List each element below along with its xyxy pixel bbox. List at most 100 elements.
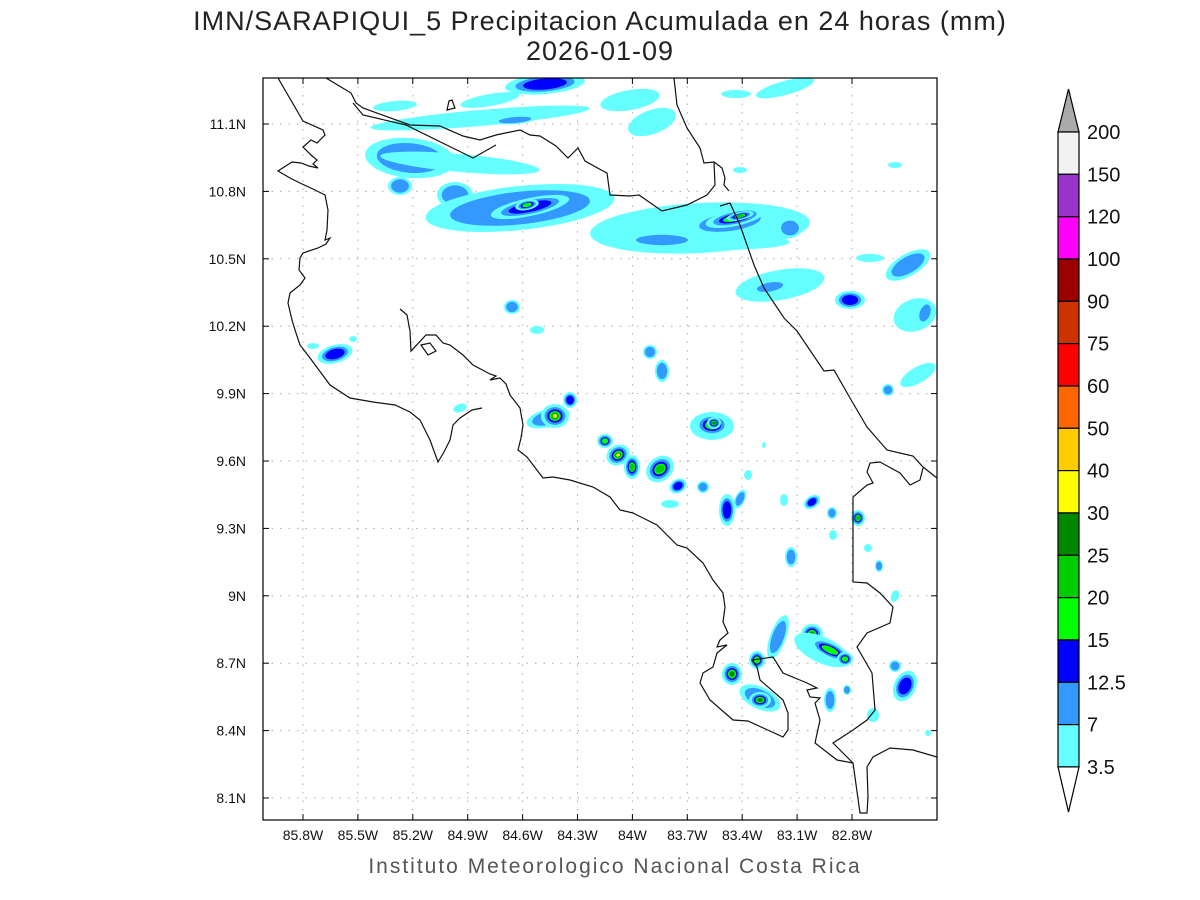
- precip-contour: [729, 671, 735, 677]
- precip-contour: [600, 88, 660, 112]
- precip-contour: [891, 253, 925, 277]
- lat-label: 10.8N: [209, 183, 246, 199]
- precip-contour: [655, 465, 665, 473]
- precip-contour: [828, 508, 836, 518]
- border-line: [352, 102, 497, 159]
- colorbar-label: 30: [1087, 503, 1109, 525]
- precip-contour: [841, 656, 849, 662]
- precip-contour: [325, 348, 345, 360]
- precip-contour: [898, 677, 912, 695]
- precip-contour: [380, 151, 540, 175]
- precip-contour: [821, 645, 839, 655]
- colorbar-label: 20: [1087, 588, 1109, 610]
- precip-contour: [616, 453, 620, 457]
- precip-contour: [735, 492, 745, 506]
- precip-contour: [553, 414, 557, 418]
- lon-label: 85.5W: [338, 827, 379, 843]
- lat-label: 10.2N: [209, 318, 246, 334]
- lat-label: 8.1N: [216, 790, 246, 806]
- precip-contour: [825, 691, 835, 709]
- precip-contour: [733, 167, 747, 173]
- precip-contour: [883, 385, 893, 395]
- colorbar-label: 25: [1087, 545, 1109, 567]
- lon-label: 84.6W: [502, 827, 543, 843]
- precipitation-contours: [307, 78, 937, 736]
- colorbar-swatch: [1057, 385, 1080, 429]
- colorbar-label: 90: [1087, 291, 1109, 313]
- map-title: IMN/SARAPIQUI_5 Precipitacion Acumulada …: [193, 6, 1007, 36]
- precip-contour: [628, 107, 676, 137]
- lon-label: 85.8W: [283, 827, 324, 843]
- precip-contour: [756, 282, 784, 292]
- precip-contour: [644, 346, 656, 358]
- precip-contour: [522, 202, 532, 208]
- longitude-labels: 85.8W 85.5W 85.2W 84.9W 84.6W 84.3W 84W 83.7W 83…: [283, 827, 873, 843]
- precip-contour: [735, 214, 745, 218]
- island: [419, 342, 437, 356]
- precip-contour: [855, 515, 861, 521]
- precip-contour: [453, 403, 467, 413]
- coastline: [719, 202, 937, 479]
- colorbar-label: 40: [1087, 461, 1109, 483]
- coastline: [276, 78, 483, 464]
- lat-label: 10.5N: [209, 251, 246, 267]
- precip-contour: [698, 482, 708, 492]
- precip-contour: [722, 501, 732, 519]
- precip-contour: [656, 362, 668, 380]
- colorbar-label: 100: [1087, 249, 1120, 271]
- colorbar-under-triangle: [1057, 766, 1080, 813]
- island: [446, 99, 456, 111]
- colorbar-swatch: [1057, 512, 1080, 556]
- colorbar-swatch: [1057, 554, 1080, 599]
- lon-label: 84.3W: [557, 827, 598, 843]
- precip-contour: [629, 463, 635, 471]
- coastline: [713, 161, 730, 192]
- precip-contour: [867, 708, 879, 722]
- precip-contour: [900, 362, 936, 388]
- lat-label: 9.6N: [216, 453, 246, 469]
- precip-contour: [876, 561, 882, 571]
- colorbar-label: 150: [1087, 164, 1120, 186]
- lon-label: 84.9W: [447, 827, 488, 843]
- colorbar-swatch: [1057, 300, 1080, 345]
- footer-credit: Instituto Meteorologico Nacional Costa R…: [368, 855, 862, 878]
- precip-contour: [673, 481, 683, 491]
- colorbar-label: 60: [1087, 376, 1109, 398]
- precip-contour: [601, 438, 609, 444]
- colorbar-swatch: [1057, 258, 1080, 302]
- lon-label: 82.8W: [832, 827, 873, 843]
- precip-contour: [890, 661, 900, 671]
- colorbar-label: 12.5: [1087, 672, 1126, 694]
- precip-contour: [781, 220, 799, 236]
- lon-label: 84W: [618, 827, 648, 843]
- lat-label: 8.7N: [216, 655, 246, 671]
- colorbar-over-triangle: [1057, 88, 1080, 133]
- map-date: 2026-01-09: [525, 36, 675, 66]
- precip-contour: [762, 442, 766, 448]
- precip-contour: [370, 105, 590, 131]
- colorbar-label: 200: [1087, 122, 1120, 144]
- latitude-labels: 11.1N 10.8N 10.5N 10.2N 9.9N 9.6N 9.3N 9N 8.7N 8.…: [209, 116, 246, 806]
- precip-contour: [841, 295, 859, 305]
- precip-contour: [888, 162, 902, 168]
- lon-label: 83.7W: [667, 827, 708, 843]
- precip-contour: [523, 78, 567, 90]
- colorbar-swatch: [1057, 596, 1080, 641]
- colorbar-swatch: [1057, 723, 1080, 768]
- coastlines: [276, 78, 937, 814]
- colorbar-swatch: [1057, 681, 1080, 726]
- precip-contour: [757, 698, 763, 702]
- precip-contour: [925, 730, 931, 736]
- colorbar-swatch: [1057, 343, 1080, 387]
- precip-contour: [661, 500, 679, 508]
- lat-label: 9N: [228, 588, 246, 604]
- lat-label: 11.1N: [210, 116, 246, 132]
- plot-frame: [262, 77, 938, 821]
- border-line: [832, 461, 924, 764]
- precip-contour: [769, 620, 787, 654]
- colorbar: 200 150 120 100 90 75 60 50 40 30 25 20 15 12.5 7 3.5: [1057, 88, 1126, 813]
- colorbar-label: 75: [1087, 334, 1109, 356]
- precip-contour: [755, 78, 815, 99]
- colorbar-swatch: [1057, 173, 1080, 218]
